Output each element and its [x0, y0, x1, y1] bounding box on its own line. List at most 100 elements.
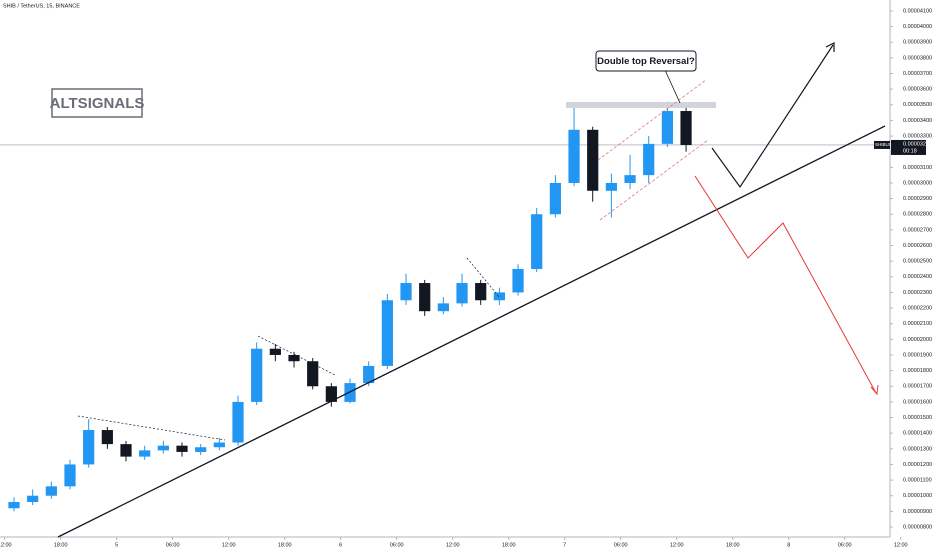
- candle-body: [549, 182, 561, 215]
- candle-body: [512, 268, 524, 293]
- x-tick-label: 18:00: [502, 542, 516, 548]
- x-tick-label: 6: [339, 542, 342, 548]
- channel-line: [599, 139, 709, 221]
- x-tick-label: 12:00: [670, 542, 684, 548]
- y-tick-label: 0.00003300: [903, 134, 932, 140]
- pattern-line: [77, 415, 226, 441]
- y-tick-label: 0.00002100: [903, 321, 932, 327]
- y-tick-label: 0.00001200: [903, 462, 932, 468]
- y-tick-label: 0.00003400: [903, 118, 932, 124]
- candle-body: [437, 303, 449, 312]
- channel-line: [597, 79, 707, 161]
- y-tick-label: 0.00002400: [903, 274, 932, 280]
- y-tick-label: 0.00002700: [903, 227, 932, 233]
- y-tick-label: 0.00003900: [903, 40, 932, 46]
- candle-body: [120, 444, 132, 457]
- symbol-tag: [874, 140, 890, 149]
- pattern-line: [466, 257, 501, 299]
- candle-body: [213, 442, 225, 448]
- candle-body: [176, 445, 188, 452]
- y-tick-label: 0.00003600: [903, 87, 932, 93]
- candle-body: [64, 464, 76, 487]
- y-tick-label: 0.00001100: [903, 478, 932, 484]
- candle-body: [661, 111, 673, 144]
- y-tick-label: 0.00001500: [903, 415, 932, 421]
- callout-box: [595, 50, 697, 72]
- callout-pointer: [664, 69, 681, 104]
- y-tick-label: 0.00002200: [903, 306, 932, 312]
- candle-body: [381, 300, 393, 366]
- watermark-box: [51, 88, 143, 118]
- y-tick-label: 0.00002500: [903, 259, 932, 265]
- candle-body: [456, 283, 468, 304]
- y-tick-label: 0.00001400: [903, 431, 932, 437]
- symbol-label: SHIBUSDT: [875, 142, 898, 147]
- candle-body: [157, 445, 169, 451]
- candle-body: [643, 143, 655, 176]
- candle-body: [568, 129, 580, 183]
- y-tick-label: 0.00001800: [903, 368, 932, 374]
- x-tick-label: 8: [787, 542, 790, 548]
- arrow-head: [825, 42, 835, 52]
- candle-body: [325, 386, 337, 402]
- x-tick-label: 06:00: [390, 542, 404, 548]
- y-tick-label: 0.00001700: [903, 384, 932, 390]
- y-tick-label: 0.00002900: [903, 196, 932, 202]
- trend-line: [57, 125, 886, 538]
- candle-body: [531, 214, 543, 269]
- y-tick-label: 0.00003700: [903, 71, 932, 77]
- candle-body: [139, 450, 151, 457]
- candle-body: [8, 501, 20, 509]
- x-tick-label: 12:00: [0, 542, 12, 548]
- x-tick-label: 12:00: [222, 542, 236, 548]
- candle-body: [101, 430, 113, 445]
- countdown-label: 00:18: [903, 148, 917, 154]
- bear-path: [694, 175, 877, 394]
- candle-body: [45, 486, 57, 496]
- candle-body: [307, 361, 319, 387]
- x-tick-label: 06:00: [838, 542, 852, 548]
- y-tick-label: 0.00002800: [903, 212, 932, 218]
- drawings: [57, 42, 886, 538]
- candle-body: [419, 283, 431, 312]
- x-tick-label: 06:00: [614, 542, 628, 548]
- annotation: Double top Reversal?: [597, 56, 695, 67]
- price-tag: [891, 139, 926, 155]
- candle-body: [400, 283, 412, 301]
- y-tick-label: 0.00003800: [903, 55, 932, 61]
- y-tick-label: 0.00004000: [903, 24, 932, 30]
- y-tick-label: 0.00001000: [903, 493, 932, 499]
- y-tick-label: 0.00003500: [903, 102, 932, 108]
- x-tick-label: 18:00: [726, 542, 740, 548]
- x-tick-label: 06:00: [166, 542, 180, 548]
- arrow-head: [870, 384, 879, 396]
- resistance-zone: [566, 102, 716, 108]
- y-tick-label: 0.00000900: [903, 509, 932, 515]
- candle-body: [624, 175, 636, 183]
- y-tick-label: 0.00000800: [903, 524, 932, 530]
- y-tick-label: 0.00001600: [903, 399, 932, 405]
- x-tick-label: 12:00: [894, 542, 908, 548]
- candle-body: [195, 447, 207, 452]
- y-tick-label: 0.00002300: [903, 290, 932, 296]
- candle-body: [493, 292, 505, 301]
- x-tick-label: 5: [115, 542, 118, 548]
- candle-body: [269, 348, 281, 355]
- chart-title: SHIB / TetherUS, 15, BINANCE: [3, 3, 80, 9]
- y-tick-label: 0.00001900: [903, 352, 932, 358]
- candle-body: [83, 430, 95, 465]
- candle-body: [587, 129, 599, 191]
- y-tick-label: 0.00001300: [903, 446, 932, 452]
- bull-path: [711, 44, 834, 189]
- candle-body: [363, 365, 375, 384]
- candle-body: [251, 348, 263, 402]
- candle-body: [475, 283, 487, 301]
- candle-body: [232, 401, 244, 443]
- y-tick-label: 0.00002000: [903, 337, 932, 343]
- y-tick-label: 0.00003000: [903, 180, 932, 186]
- candle-body: [605, 182, 617, 191]
- candle-body: [288, 354, 300, 362]
- watermark: ALTSIGNALS: [50, 95, 145, 112]
- x-tick-label: 12:00: [446, 542, 460, 548]
